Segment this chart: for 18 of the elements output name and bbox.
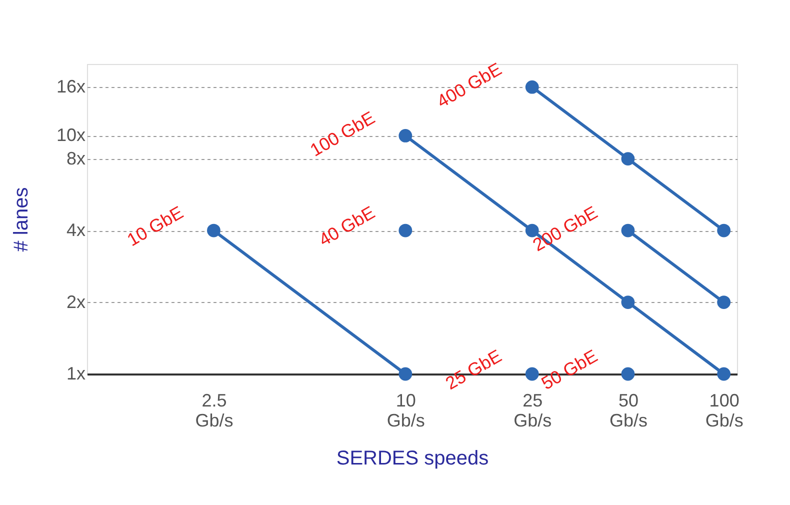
x-tick-label: 10 Gb/s [386,390,425,430]
y-tick-label: 2x [66,292,86,312]
y-axis-title: # lanes [10,187,32,252]
y-tick-label: 10x [56,125,86,146]
annotation: 100 GbE [306,107,378,160]
y-tick-label: 1x [66,364,86,384]
annotation: 400 GbE [433,58,506,112]
y-tick-label: 8x [66,148,86,168]
annotation: 200 GbE [529,202,601,256]
x-tick-label: 50 Gb/s [609,390,648,430]
annotation: 40 GbE [315,202,378,250]
y-tick-label: 16x [56,76,86,97]
annotation: 10 GbE [124,202,187,250]
x-tick-label: 100 Gb/s [705,390,744,430]
x-axis-title: SERDES speeds [336,448,489,470]
annotation: 25 GbE [442,346,506,394]
y-tick-label: 4x [66,220,86,240]
x-tick-label: 2.5 Gb/s [195,390,234,430]
